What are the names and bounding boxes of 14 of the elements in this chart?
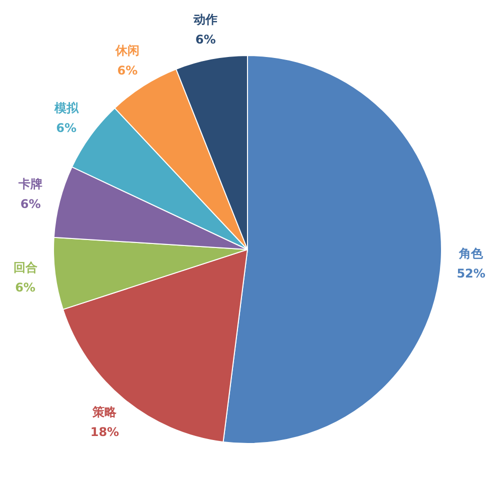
- data-label: 18%: [90, 425, 120, 440]
- slice-label: 角色: [458, 246, 484, 261]
- slice-label: 策略: [92, 405, 118, 420]
- data-label: 6%: [117, 63, 138, 78]
- slice-label: 休闲: [114, 43, 140, 58]
- data-label: 6%: [20, 196, 41, 211]
- slice-label: 模拟: [53, 100, 80, 115]
- slice-label: 动作: [192, 12, 218, 27]
- data-label: 6%: [56, 120, 76, 135]
- slice-label: 回合: [13, 260, 38, 275]
- data-label: 6%: [195, 32, 216, 47]
- data-label: 52%: [456, 266, 486, 281]
- slice-label: 卡牌: [18, 176, 43, 191]
- data-label: 6%: [15, 280, 36, 295]
